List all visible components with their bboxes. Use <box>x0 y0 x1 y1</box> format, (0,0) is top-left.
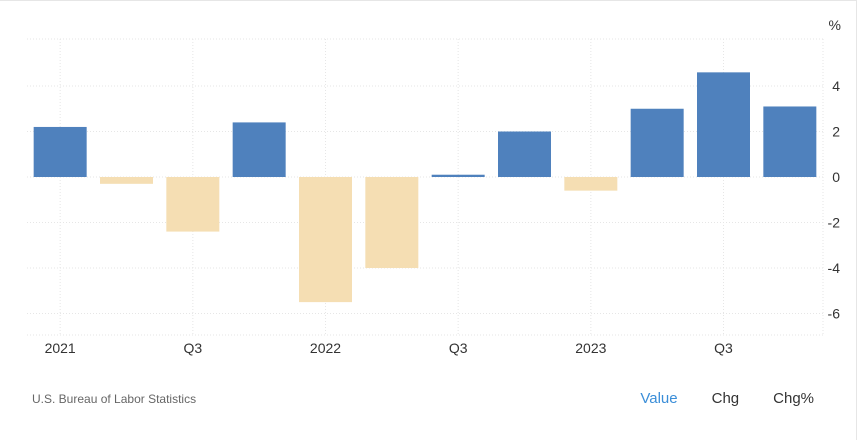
x-tick-label: 2022 <box>310 340 341 356</box>
bar-2021-q4[interactable] <box>232 122 286 177</box>
bar-2023-q3[interactable] <box>697 72 750 177</box>
bar-2023-q4[interactable] <box>763 106 817 177</box>
tab-chg-pct[interactable]: Chg% <box>773 390 814 407</box>
y-tick-label: 2 <box>832 124 840 140</box>
y-tick-label: -4 <box>828 260 841 276</box>
x-axis-ticks: 2021 Q3 2022 Q3 2023 Q3 <box>45 340 733 356</box>
y-tick-label: 0 <box>832 169 840 185</box>
y-tick-label: -2 <box>828 215 841 231</box>
x-tick-label: Q3 <box>449 340 468 356</box>
bar-2022-q3[interactable] <box>431 174 485 177</box>
bar-2023-q1[interactable] <box>564 177 618 191</box>
x-tick-label: Q3 <box>714 340 733 356</box>
bar-2022-q4[interactable] <box>498 131 551 178</box>
bar-2022-q1[interactable] <box>299 177 352 303</box>
view-tabs: Value Chg Chg% <box>606 390 814 407</box>
tab-chg[interactable]: Chg <box>711 390 740 407</box>
source-text: U.S. Bureau of Labor Statistics <box>32 392 197 406</box>
x-tick-label: 2021 <box>45 340 76 356</box>
bar-2021-q3[interactable] <box>166 177 220 232</box>
bar-series <box>33 72 817 303</box>
bar-2021-q1[interactable] <box>33 126 87 177</box>
bar-2021-q2[interactable] <box>100 177 153 184</box>
y-axis-ticks: 4 2 0 -2 -4 -6 <box>828 78 841 322</box>
tab-value[interactable]: Value <box>640 390 678 407</box>
y-tick-label: 4 <box>832 78 840 94</box>
bar-2023-q2[interactable] <box>630 108 684 177</box>
y-unit-label: % <box>829 17 841 33</box>
bar-2022-q2[interactable] <box>365 177 419 268</box>
grid-lines <box>27 38 824 336</box>
y-tick-label: -6 <box>828 306 841 322</box>
x-tick-label: 2023 <box>575 340 606 356</box>
chart-plot: 2021 Q3 2022 Q3 2023 Q3 4 2 0 -2 -4 -6 % <box>27 17 841 356</box>
x-tick-label: Q3 <box>183 340 202 356</box>
